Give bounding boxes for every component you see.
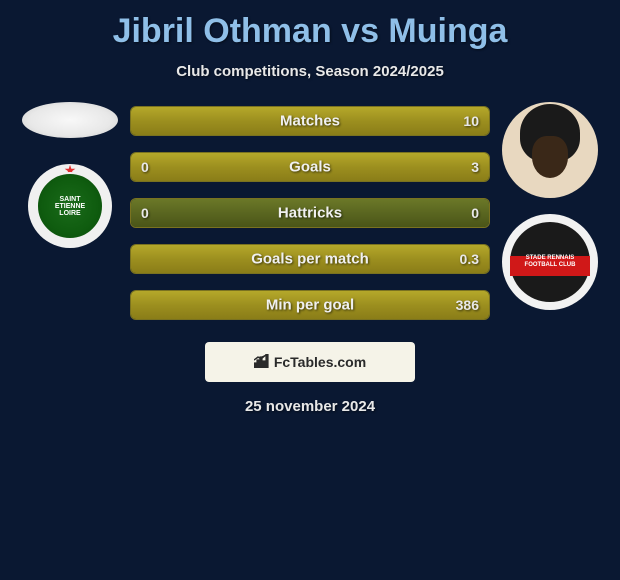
- stat-bar: Min per goal 386: [130, 290, 490, 320]
- stat-value-right: 386: [456, 297, 479, 313]
- stat-bar: Hattricks 0 0: [130, 198, 490, 228]
- stat-value-left: 0: [141, 159, 149, 175]
- stat-bar: Goals 0 3: [130, 152, 490, 182]
- stat-value-right: 0: [471, 205, 479, 221]
- club-logo-right: STADE RENNAISFOOTBALL CLUB: [502, 214, 598, 310]
- stat-value-right: 0.3: [460, 251, 479, 267]
- chart-icon: [254, 354, 270, 371]
- stat-label: Min per goal: [266, 297, 354, 314]
- footer-brand-text: FcTables.com: [274, 354, 366, 370]
- stat-label: Matches: [280, 113, 340, 130]
- stat-label: Goals: [289, 159, 331, 176]
- stat-value-right: 3: [471, 159, 479, 175]
- club-logo-left: ★ SAINTETIENNELOIRE: [28, 164, 112, 248]
- page-title: Jibril Othman vs Muinga: [0, 0, 620, 55]
- stat-value-right: 10: [463, 113, 479, 129]
- stats-bars: Matches 10 Goals 0 3 Hattricks 0 0 Goals per mat…: [130, 98, 490, 328]
- footer-brand-box: FcTables.com: [205, 342, 415, 382]
- club-logo-left-text: SAINTETIENNELOIRE: [55, 196, 85, 217]
- comparison-row: ★ SAINTETIENNELOIRE Matches 10 Goals 0 3 Hatt…: [0, 98, 620, 328]
- stat-label: Goals per match: [251, 251, 369, 268]
- stat-value-left: 0: [141, 205, 149, 221]
- stat-bar: Goals per match 0.3: [130, 244, 490, 274]
- club-logo-right-text: STADE RENNAISFOOTBALL CLUB: [525, 255, 576, 268]
- stat-bar: Matches 10: [130, 106, 490, 136]
- right-column: STADE RENNAISFOOTBALL CLUB: [490, 98, 610, 310]
- date-text: 25 november 2024: [0, 382, 620, 431]
- page-subtitle: Club competitions, Season 2024/2025: [0, 55, 620, 98]
- player-avatar-left: [22, 102, 118, 138]
- left-column: ★ SAINTETIENNELOIRE: [10, 98, 130, 248]
- player-avatar-right: [502, 102, 598, 198]
- stat-label: Hattricks: [278, 205, 342, 222]
